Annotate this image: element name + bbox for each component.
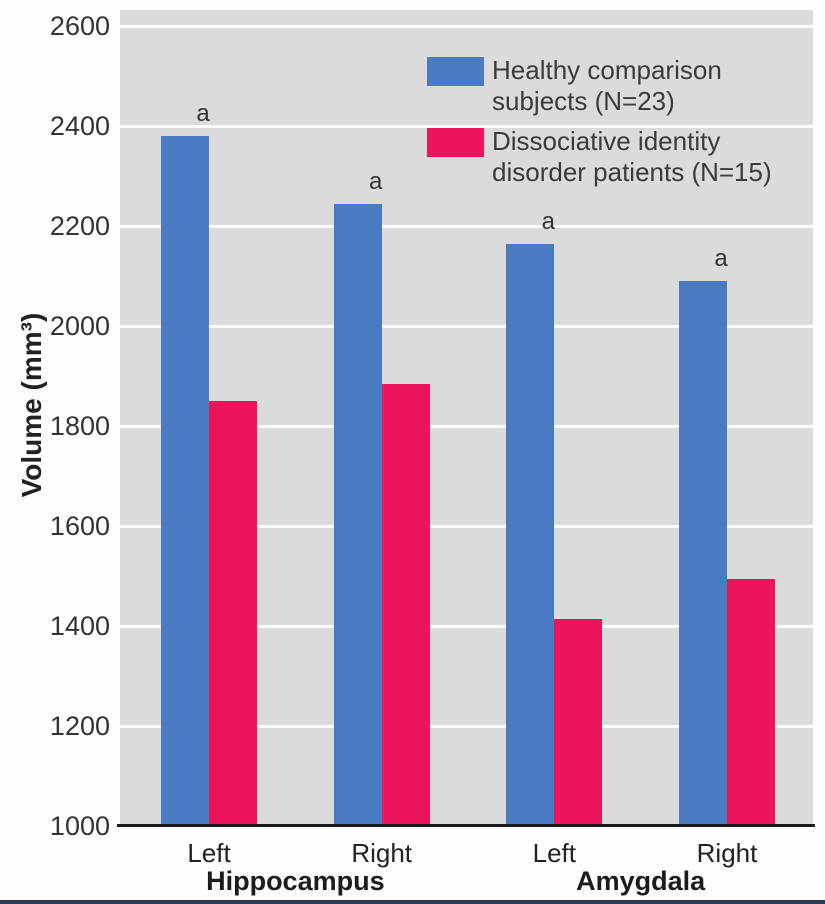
x-label-amygdala-left: Left — [532, 838, 576, 868]
significance-marker-hippocampus-left: a — [196, 100, 210, 127]
x-region-label-amygdala: Amygdala — [576, 866, 706, 896]
bar-did-hippocampus-right — [381, 383, 430, 826]
legend-label-healthy-line2: subjects (N=23) — [492, 86, 675, 116]
y-tick-label-1200: 1200 — [49, 711, 110, 741]
bottom-border-strip — [0, 900, 825, 904]
x-axis-line — [117, 824, 815, 827]
y-tick-label-2000: 2000 — [49, 311, 110, 341]
x-label-amygdala-right: Right — [696, 838, 758, 868]
y-tick-label-1000: 1000 — [49, 811, 110, 841]
gridline-2400 — [120, 124, 813, 128]
gridline-2000 — [120, 324, 813, 328]
legend-label-healthy: Healthy comparison subjects (N=23) — [492, 55, 722, 117]
bar-did-amygdala-left — [554, 618, 603, 826]
legend-swatch-did — [427, 128, 484, 157]
legend-swatch-healthy — [427, 57, 484, 86]
legend-label-did-line1: Dissociative identity — [492, 126, 721, 156]
bar-healthy-hippocampus-right — [333, 203, 382, 826]
gridline-2600 — [120, 24, 813, 28]
legend-label-did-line2: disorder patients (N=15) — [492, 157, 772, 187]
gridline-1600 — [120, 524, 813, 528]
gridline-1200 — [120, 724, 813, 728]
gridline-2200 — [120, 224, 813, 228]
x-label-hippocampus-right: Right — [351, 838, 413, 868]
y-tick-label-2600: 2600 — [49, 11, 110, 41]
gridline-1400 — [120, 624, 813, 628]
bar-healthy-amygdala-left — [506, 243, 555, 826]
significance-marker-amygdala-left: a — [541, 207, 555, 235]
legend-label-healthy-line1: Healthy comparison — [492, 55, 722, 85]
legend-label-did: Dissociative identity disorder patients … — [492, 126, 772, 188]
y-tick-label-1400: 1400 — [49, 611, 110, 641]
legend-item-did: Dissociative identity disorder patients … — [427, 126, 787, 192]
significance-marker-amygdala-right: a — [714, 245, 728, 272]
bar-did-amygdala-right — [727, 578, 775, 826]
y-tick-label-1800: 1800 — [49, 411, 110, 441]
legend-item-healthy: Healthy comparison subjects (N=23) — [427, 55, 757, 121]
y-axis-title: Volume (mm³) — [16, 312, 47, 498]
x-region-label-hippocampus: Hippocampus — [206, 866, 385, 896]
y-tick-label-2400: 2400 — [49, 111, 110, 141]
bar-healthy-amygdala-right — [679, 281, 727, 826]
bar-did-hippocampus-left — [209, 401, 257, 826]
bar-healthy-hippocampus-left — [161, 136, 209, 826]
x-label-hippocampus-left: Left — [187, 838, 231, 868]
y-tick-label-2200: 2200 — [49, 211, 110, 241]
significance-marker-hippocampus-right: a — [369, 167, 383, 195]
gridline-1800 — [120, 424, 813, 428]
y-tick-label-1600: 1600 — [49, 511, 110, 541]
